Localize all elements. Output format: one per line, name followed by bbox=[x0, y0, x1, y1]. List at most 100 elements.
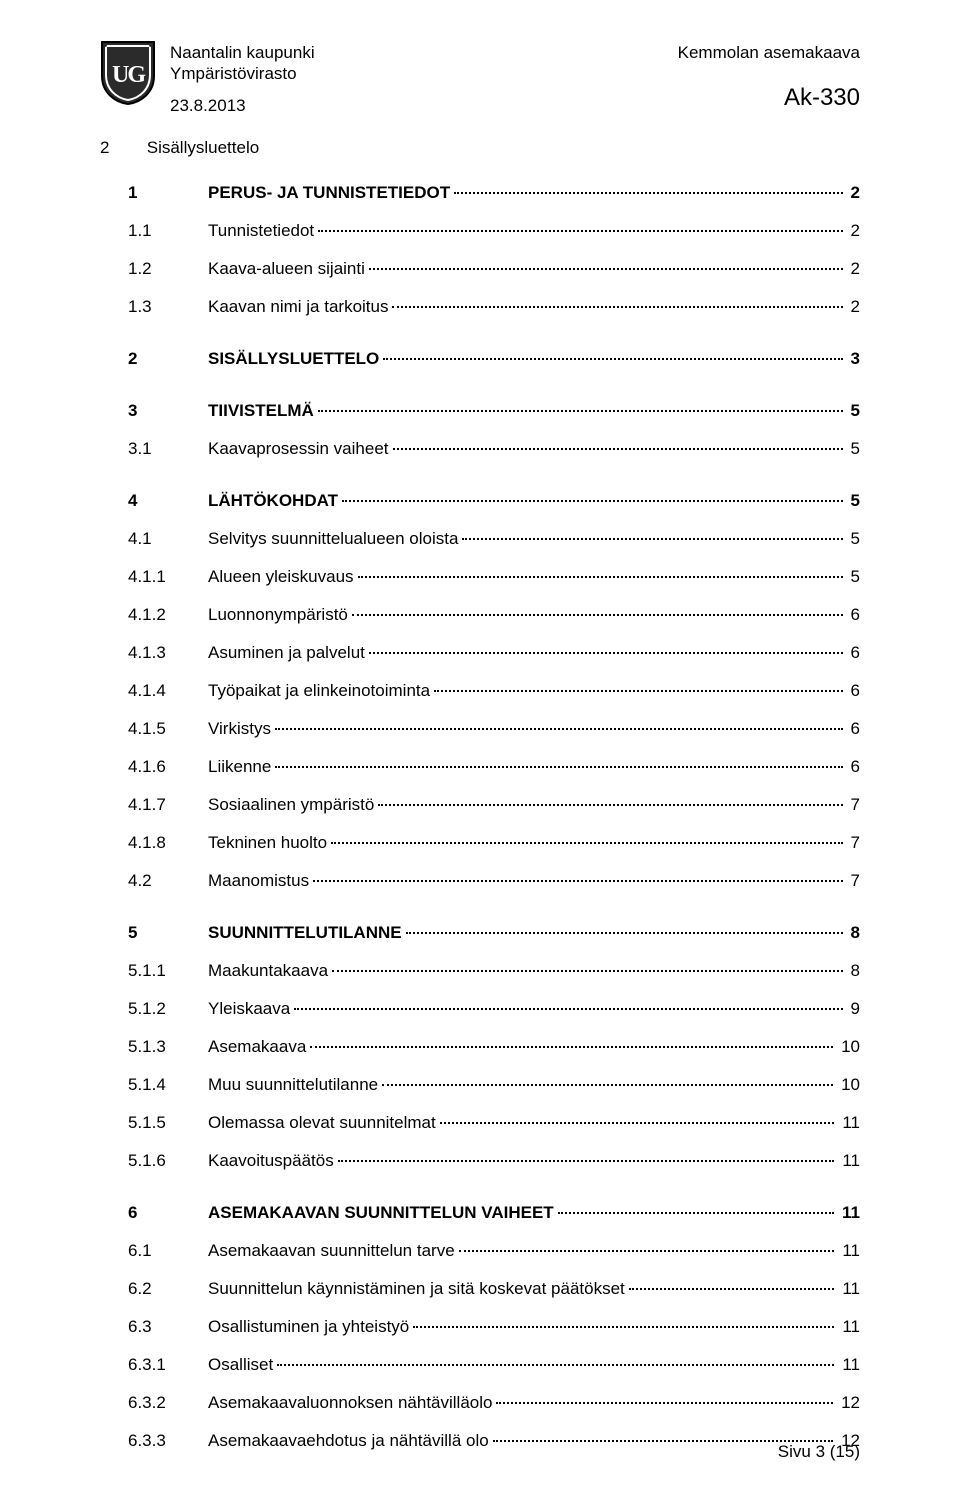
toc-entry-number: 6.2 bbox=[128, 1280, 208, 1297]
toc-entry-title: Liikenne bbox=[208, 758, 271, 775]
toc-leader-dots bbox=[332, 970, 843, 972]
toc-leader-dots bbox=[275, 728, 843, 730]
header-text-block: Naantalin kaupunki Ympäristövirasto 23.8… bbox=[170, 40, 860, 116]
toc-leader-dots bbox=[318, 410, 843, 412]
toc-entry-title: Maanomistus bbox=[208, 872, 309, 889]
toc-leader-dots bbox=[313, 880, 842, 882]
toc-row: 4LÄHTÖKOHDAT5 bbox=[128, 482, 860, 520]
plan-name: Kemmolan asemakaava bbox=[678, 42, 860, 63]
toc-row: 6.3Osallistuminen ja yhteistyö 11 bbox=[128, 1308, 860, 1346]
toc-row: 1.2Kaava-alueen sijainti2 bbox=[128, 250, 860, 288]
org-dept: Ympäristövirasto bbox=[170, 63, 315, 84]
toc-entry-title: Asemakaavaluonnoksen nähtävilläolo bbox=[208, 1394, 492, 1411]
toc-leader-dots bbox=[378, 804, 842, 806]
toc-row: 5.1.6Kaavoituspäätös11 bbox=[128, 1142, 860, 1180]
toc-row: 6.1Asemakaavan suunnittelun tarve11 bbox=[128, 1232, 860, 1270]
toc-entry-page: 3 bbox=[847, 350, 860, 367]
toc-row: 5.1.4Muu suunnittelutilanne10 bbox=[128, 1066, 860, 1104]
toc-row: 4.1.5Virkistys 6 bbox=[128, 710, 860, 748]
section-heading-num: 2 bbox=[100, 138, 142, 158]
toc-entry-page: 11 bbox=[838, 1356, 860, 1373]
toc-row: 6.2Suunnittelun käynnistäminen ja sitä k… bbox=[128, 1270, 860, 1308]
toc-row: 5SUUNNITTELUTILANNE8 bbox=[128, 914, 860, 952]
toc-leader-dots bbox=[629, 1288, 835, 1290]
toc-leader-dots bbox=[310, 1046, 833, 1048]
toc-entry-title: Muu suunnittelutilanne bbox=[208, 1076, 378, 1093]
header-left: Naantalin kaupunki Ympäristövirasto 23.8… bbox=[170, 42, 315, 116]
toc-entry-title: Asemakaavan suunnittelun tarve bbox=[208, 1242, 455, 1259]
toc-entry-title: LÄHTÖKOHDAT bbox=[208, 492, 338, 509]
toc-entry-page: 7 bbox=[847, 834, 860, 851]
toc-entry-title: Sosiaalinen ympäristö bbox=[208, 796, 374, 813]
toc-entry-page: 6 bbox=[847, 720, 860, 737]
toc-entry-title: Kaavoituspäätös bbox=[208, 1152, 334, 1169]
toc-entry-number: 1.1 bbox=[128, 222, 208, 239]
toc-entry-number: 6.3 bbox=[128, 1318, 208, 1335]
toc-leader-dots bbox=[558, 1212, 834, 1214]
toc-entry-page: 6 bbox=[847, 606, 860, 623]
toc-row: 5.1.5Olemassa olevat suunnitelmat 11 bbox=[128, 1104, 860, 1142]
toc-entry-page: 5 bbox=[847, 402, 860, 419]
toc-row: 2SISÄLLYSLUETTELO3 bbox=[128, 340, 860, 378]
toc-entry-title: Olemassa olevat suunnitelmat bbox=[208, 1114, 436, 1131]
toc-entry-number: 5.1.1 bbox=[128, 962, 208, 979]
toc-row: 3.1Kaavaprosessin vaiheet5 bbox=[128, 430, 860, 468]
city-crest-icon: UG bbox=[100, 40, 156, 111]
toc-entry-page: 10 bbox=[837, 1076, 860, 1093]
toc-leader-dots bbox=[392, 306, 842, 308]
toc-entry-page: 9 bbox=[847, 1000, 860, 1017]
toc-entry-title: Suunnittelun käynnistäminen ja sitä kosk… bbox=[208, 1280, 625, 1297]
page-header: UG Naantalin kaupunki Ympäristövirasto 2… bbox=[100, 40, 860, 116]
toc-entry-page: 6 bbox=[847, 758, 860, 775]
toc-entry-number: 4.1.3 bbox=[128, 644, 208, 661]
toc-entry-page: 11 bbox=[838, 1114, 860, 1131]
toc-leader-dots bbox=[413, 1326, 834, 1328]
toc-entry-title: Asemakaavaehdotus ja nähtävillä olo bbox=[208, 1432, 489, 1449]
toc-leader-dots bbox=[275, 766, 842, 768]
section-heading: 2 Sisällysluettelo bbox=[100, 138, 860, 158]
toc-entry-page: 5 bbox=[847, 440, 860, 457]
toc-row: 6.3.1Osalliset11 bbox=[128, 1346, 860, 1384]
toc-row: 1.3Kaavan nimi ja tarkoitus2 bbox=[128, 288, 860, 326]
toc-leader-dots bbox=[459, 1250, 835, 1252]
toc-entry-title: Yleiskaava bbox=[208, 1000, 290, 1017]
toc-leader-dots bbox=[331, 842, 842, 844]
toc-entry-number: 1.2 bbox=[128, 260, 208, 277]
page-footer: Sivu 3 (15) bbox=[778, 1442, 860, 1462]
toc-row: 4.1.7Sosiaalinen ympäristö7 bbox=[128, 786, 860, 824]
document-page: UG Naantalin kaupunki Ympäristövirasto 2… bbox=[0, 0, 960, 1500]
toc-entry-page: 6 bbox=[847, 682, 860, 699]
toc-entry-page: 7 bbox=[847, 872, 860, 889]
toc-entry-page: 8 bbox=[847, 962, 860, 979]
toc-entry-number: 5.1.2 bbox=[128, 1000, 208, 1017]
toc-entry-number: 4.1.2 bbox=[128, 606, 208, 623]
toc-entry-page: 11 bbox=[838, 1204, 860, 1221]
toc-entry-number: 5.1.5 bbox=[128, 1114, 208, 1131]
toc-entry-title: Asuminen ja palvelut bbox=[208, 644, 365, 661]
toc-entry-number: 4.1.6 bbox=[128, 758, 208, 775]
toc-leader-dots bbox=[462, 538, 842, 540]
toc-entry-title: Työpaikat ja elinkeinotoiminta bbox=[208, 682, 430, 699]
toc-entry-page: 2 bbox=[847, 298, 860, 315]
toc-entry-number: 3 bbox=[128, 402, 208, 419]
toc-entry-page: 5 bbox=[847, 568, 860, 585]
toc-row: 4.1.1Alueen yleiskuvaus5 bbox=[128, 558, 860, 596]
toc-entry-number: 5.1.3 bbox=[128, 1038, 208, 1055]
toc-entry-number: 6.1 bbox=[128, 1242, 208, 1259]
toc-leader-dots bbox=[440, 1122, 835, 1124]
toc-entry-title: Tunnistetiedot bbox=[208, 222, 314, 239]
toc-leader-dots bbox=[496, 1402, 833, 1404]
toc-entry-number: 4.1.4 bbox=[128, 682, 208, 699]
toc-row: 6.3.3Asemakaavaehdotus ja nähtävillä olo… bbox=[128, 1422, 860, 1460]
toc-entry-page: 11 bbox=[838, 1318, 860, 1335]
toc-leader-dots bbox=[318, 230, 842, 232]
toc-entry-number: 4.2 bbox=[128, 872, 208, 889]
org-name: Naantalin kaupunki bbox=[170, 42, 315, 63]
toc-entry-title: SISÄLLYSLUETTELO bbox=[208, 350, 379, 367]
toc-entry-title: Osallistuminen ja yhteistyö bbox=[208, 1318, 409, 1335]
toc-leader-dots bbox=[393, 448, 843, 450]
toc-entry-number: 6.3.3 bbox=[128, 1432, 208, 1449]
toc-entry-title: Maakuntakaava bbox=[208, 962, 328, 979]
toc-entry-title: Virkistys bbox=[208, 720, 271, 737]
toc-entry-number: 4.1.5 bbox=[128, 720, 208, 737]
